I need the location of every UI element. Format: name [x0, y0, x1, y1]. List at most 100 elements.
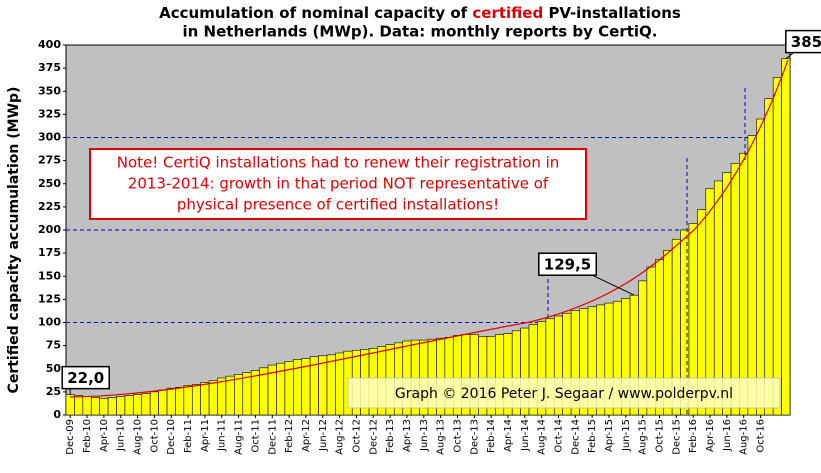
bar [200, 382, 210, 416]
x-tick-label: Apr-11 [200, 419, 211, 452]
value-label-box [785, 29, 821, 54]
x-tick-label: Jun-13 [419, 419, 430, 452]
bar [74, 395, 84, 416]
x-tick-label: Aug-12 [335, 419, 346, 455]
bar [326, 354, 336, 416]
x-tick-label: Apr-13 [402, 419, 413, 452]
note-text: physical presence of certified installat… [177, 196, 499, 214]
title-part: Accumulation of nominal capacity of [159, 4, 472, 22]
y-tick-label: 0 [53, 408, 61, 421]
x-tick-label: Feb-13 [385, 419, 396, 453]
bar [730, 163, 740, 416]
x-tick-label: Oct-12 [351, 419, 362, 453]
title-part: certified [472, 4, 543, 22]
x-tick-label: Aug-15 [638, 419, 649, 455]
y-tick-label: 200 [38, 223, 61, 236]
x-tick-label: Oct-13 [452, 419, 463, 453]
y-tick-label: 275 [38, 154, 61, 167]
bar [318, 355, 328, 416]
value-label-box [61, 365, 110, 390]
trend-line [69, 59, 789, 398]
bar [756, 118, 766, 416]
credit: Graph © 2016 Peter J. Segaar / www.polde… [395, 386, 733, 402]
label-leader [785, 52, 795, 59]
y-tick-label: 400 [38, 38, 61, 51]
note-text: 2013-2014: growth in that period NOT rep… [128, 175, 549, 193]
x-tick-label: Jun-15 [621, 419, 632, 452]
x-tick-label: Aug-13 [436, 419, 447, 455]
label-leader [592, 274, 635, 296]
title-part: PV-installations [543, 4, 681, 22]
bar [250, 370, 260, 416]
bar [208, 380, 218, 416]
y-tick-label: 175 [38, 246, 61, 259]
bar [747, 135, 757, 416]
note-box [89, 148, 587, 220]
x-tick-label: Feb-10 [82, 419, 93, 453]
x-tick-label: Oct-14 [553, 419, 564, 453]
y-tick-label: 325 [38, 107, 61, 120]
x-tick-label: Aug-16 [739, 419, 750, 455]
x-tick-label: Apr-15 [604, 419, 615, 452]
x-tick-label: Apr-14 [503, 419, 514, 452]
bar [116, 396, 126, 416]
y-tick-label: 100 [38, 316, 61, 329]
value-label-box [538, 252, 598, 276]
x-tick-label: Oct-10 [149, 419, 160, 453]
x-tick-label: Jun-11 [217, 419, 228, 452]
bar [124, 395, 134, 416]
x-tick-label: Oct-11 [250, 419, 261, 453]
note-text: Note! CertiQ installations had to renew … [117, 154, 560, 172]
y-tick-label: 150 [38, 269, 61, 282]
x-tick-label: Dec-14 [570, 419, 581, 455]
value-label: 22,0 [67, 369, 104, 387]
bar [133, 394, 143, 416]
chart-subtitle: in Netherlands (MWp). Data: monthly repo… [183, 23, 658, 41]
x-tick-label: Feb-12 [284, 419, 295, 453]
bar [90, 397, 100, 416]
x-tick-label: Dec-12 [368, 419, 379, 455]
x-tick-label: Dec-11 [267, 419, 278, 455]
x-tick-label: Dec-15 [671, 419, 682, 455]
x-tick-label: Jun-12 [318, 419, 329, 452]
y-tick-label: 350 [38, 84, 61, 97]
value-label: 385,3 [791, 33, 821, 51]
bar [99, 398, 109, 416]
value-label: 129,5 [544, 256, 591, 274]
x-tick-label: Dec-13 [469, 419, 480, 455]
x-tick-label: Oct-15 [655, 419, 666, 453]
bar [739, 152, 749, 416]
bar [166, 387, 176, 416]
x-tick-label: Aug-14 [537, 419, 548, 455]
x-tick-label: Jun-16 [722, 419, 733, 452]
bar [175, 386, 185, 416]
bar [225, 375, 235, 416]
bar [107, 397, 117, 416]
x-tick-label: Apr-12 [301, 419, 312, 452]
bar [158, 389, 168, 416]
x-tick-label: Oct-16 [756, 419, 767, 453]
bar [183, 385, 193, 416]
bar [781, 58, 791, 416]
x-tick-label: Jun-14 [520, 419, 531, 452]
bar [772, 77, 782, 416]
y-tick-label: 50 [46, 362, 62, 375]
y-tick-label: 75 [46, 339, 61, 352]
bar [82, 396, 92, 416]
x-tick-label: Dec-10 [166, 419, 177, 455]
y-tick-label: 125 [38, 292, 61, 305]
x-tick-label: Apr-16 [705, 419, 716, 452]
y-tick-label: 225 [38, 200, 61, 213]
x-tick-label: Jun-10 [116, 419, 127, 452]
bar [242, 372, 252, 416]
x-tick-label: Dec-09 [65, 419, 76, 455]
x-tick-label: Feb-15 [587, 419, 598, 453]
bar [764, 98, 774, 416]
bar [191, 384, 201, 416]
bar [141, 393, 151, 416]
y-tick-label: 375 [38, 61, 61, 74]
chart-title: Accumulation of nominal capacity of cert… [159, 4, 681, 22]
x-tick-label: Aug-10 [133, 419, 144, 455]
x-tick-label: Aug-11 [234, 419, 245, 455]
